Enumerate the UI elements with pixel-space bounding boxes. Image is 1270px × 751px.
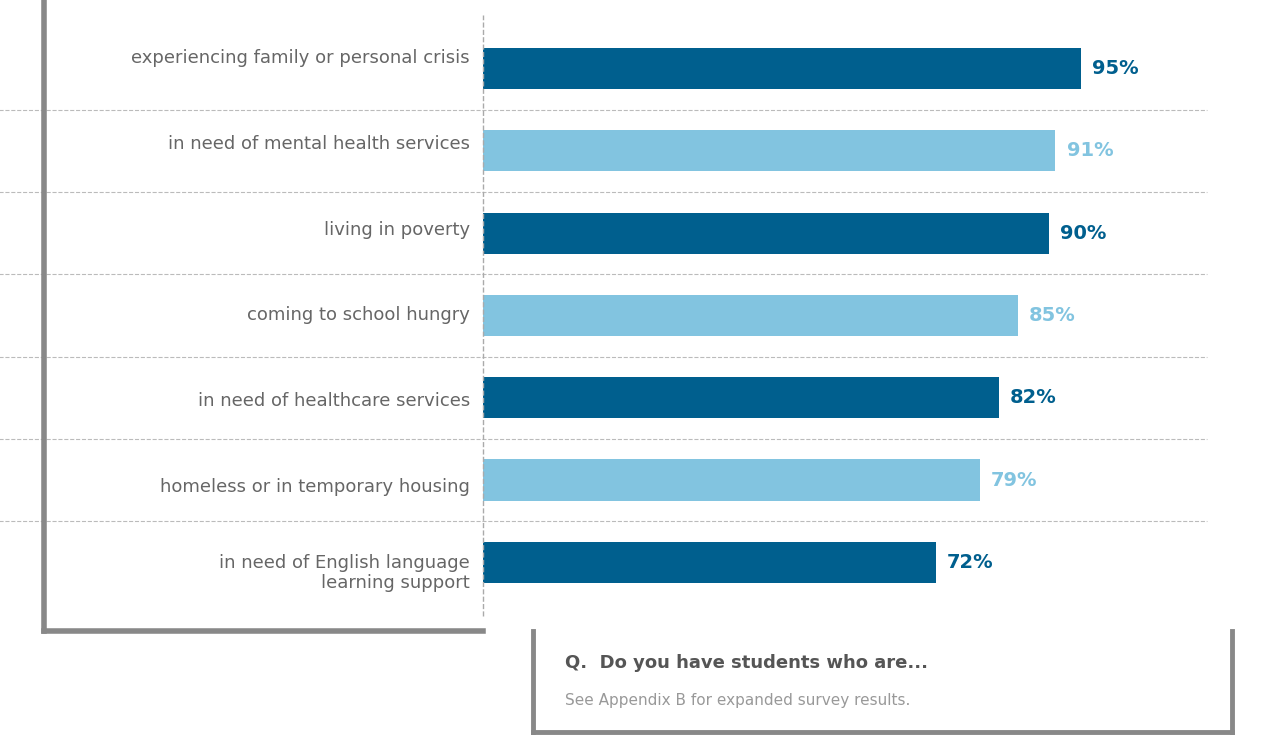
Bar: [483, 130, 1055, 171]
Text: coming to school hungry: coming to school hungry: [248, 306, 470, 324]
Bar: [483, 48, 1081, 89]
Bar: [483, 213, 1049, 254]
Bar: [483, 541, 936, 583]
Bar: [483, 295, 1017, 336]
Text: in need of mental health services: in need of mental health services: [168, 134, 470, 152]
Text: experiencing family or personal crisis: experiencing family or personal crisis: [131, 49, 470, 67]
Text: in need of healthcare services: in need of healthcare services: [198, 392, 470, 410]
Text: 95%: 95%: [1092, 59, 1139, 78]
Text: 91%: 91%: [1067, 141, 1114, 160]
Text: 79%: 79%: [991, 471, 1038, 490]
Text: 72%: 72%: [947, 553, 994, 572]
Text: 90%: 90%: [1060, 224, 1107, 243]
Text: living in poverty: living in poverty: [324, 221, 470, 239]
Text: 85%: 85%: [1029, 306, 1076, 325]
Text: homeless or in temporary housing: homeless or in temporary housing: [160, 478, 470, 496]
Text: Q.  Do you have students who are...: Q. Do you have students who are...: [565, 654, 928, 671]
Bar: [483, 460, 980, 501]
Text: in need of English language
learning support: in need of English language learning sup…: [220, 553, 470, 593]
Text: 82%: 82%: [1010, 388, 1057, 407]
Text: See Appendix B for expanded survey results.: See Appendix B for expanded survey resul…: [565, 693, 911, 707]
Bar: [483, 377, 998, 418]
